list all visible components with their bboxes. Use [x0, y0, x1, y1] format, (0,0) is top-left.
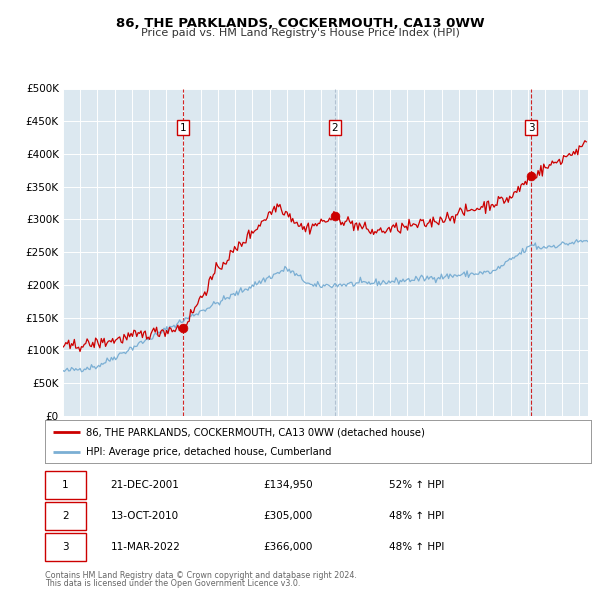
- Point: [526, 172, 536, 181]
- Text: 86, THE PARKLANDS, COCKERMOUTH, CA13 0WW: 86, THE PARKLANDS, COCKERMOUTH, CA13 0WW: [116, 17, 484, 30]
- Text: 48% ↑ HPI: 48% ↑ HPI: [389, 511, 445, 521]
- Text: 48% ↑ HPI: 48% ↑ HPI: [389, 542, 445, 552]
- Text: 3: 3: [62, 542, 69, 552]
- Text: 11-MAR-2022: 11-MAR-2022: [110, 542, 181, 552]
- Text: 3: 3: [528, 123, 535, 133]
- Text: 1: 1: [62, 480, 69, 490]
- FancyBboxPatch shape: [45, 502, 86, 530]
- Text: 52% ↑ HPI: 52% ↑ HPI: [389, 480, 445, 490]
- Text: 2: 2: [62, 511, 69, 521]
- Text: 1: 1: [179, 123, 186, 133]
- Text: £305,000: £305,000: [263, 511, 313, 521]
- Text: Price paid vs. HM Land Registry's House Price Index (HPI): Price paid vs. HM Land Registry's House …: [140, 28, 460, 38]
- Text: 21-DEC-2001: 21-DEC-2001: [110, 480, 179, 490]
- Text: Contains HM Land Registry data © Crown copyright and database right 2024.: Contains HM Land Registry data © Crown c…: [45, 571, 357, 579]
- Text: 86, THE PARKLANDS, COCKERMOUTH, CA13 0WW (detached house): 86, THE PARKLANDS, COCKERMOUTH, CA13 0WW…: [86, 427, 425, 437]
- Point: [178, 323, 188, 332]
- Text: HPI: Average price, detached house, Cumberland: HPI: Average price, detached house, Cumb…: [86, 447, 331, 457]
- Text: This data is licensed under the Open Government Licence v3.0.: This data is licensed under the Open Gov…: [45, 579, 301, 588]
- Text: £366,000: £366,000: [263, 542, 313, 552]
- FancyBboxPatch shape: [45, 471, 86, 499]
- Text: £134,950: £134,950: [263, 480, 313, 490]
- Text: 2: 2: [331, 123, 338, 133]
- Text: 13-OCT-2010: 13-OCT-2010: [110, 511, 179, 521]
- Point: [330, 211, 340, 221]
- FancyBboxPatch shape: [45, 533, 86, 560]
